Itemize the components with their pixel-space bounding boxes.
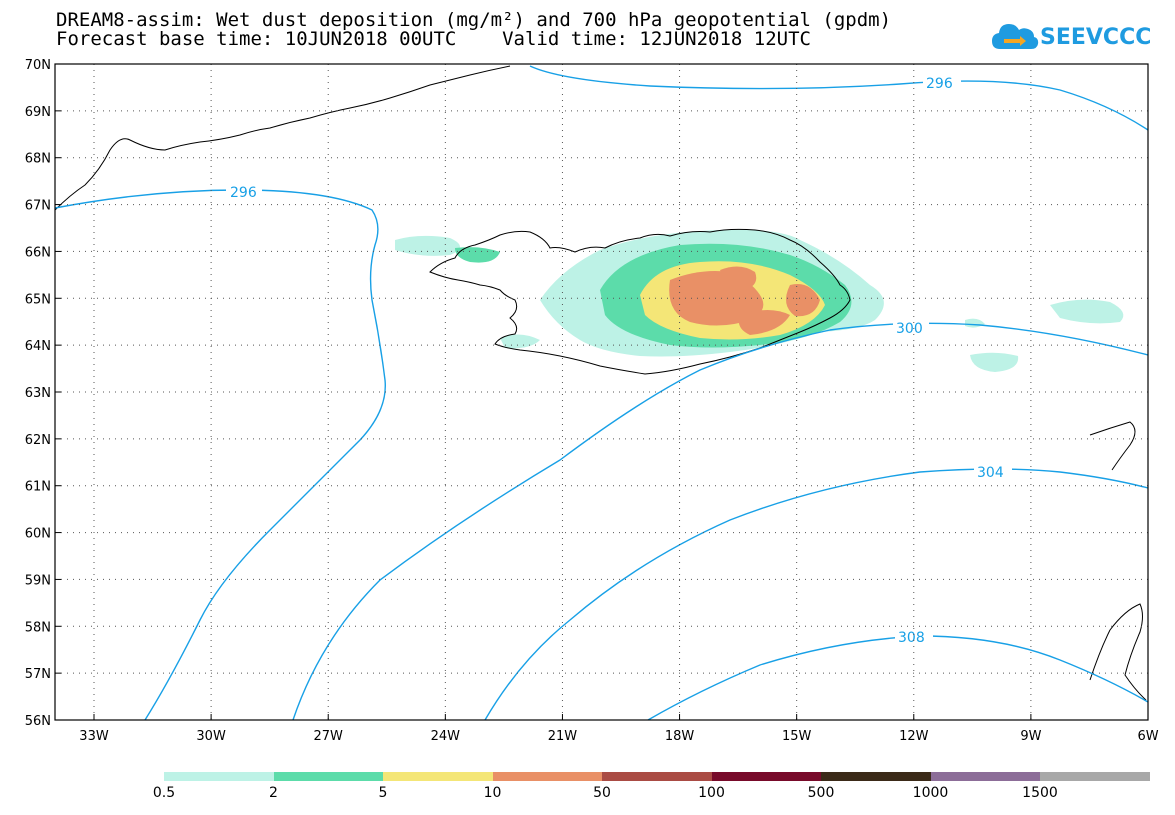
colorbar-swatch [711, 772, 821, 781]
colorbar-swatch [383, 772, 493, 781]
greenland-coastline [54, 65, 511, 211]
lon-label: 30W [196, 729, 226, 744]
contour-308 [647, 635, 1149, 721]
colorbar-label: 100 [698, 785, 725, 801]
colorbar-swatch [930, 772, 1040, 781]
colorbar-label: 10 [483, 785, 502, 801]
lat-label: 65N [25, 292, 51, 307]
lat-label: 61N [25, 480, 51, 495]
faroe-shetland-coastline [1089, 421, 1136, 471]
seevccc-logo: SEEVCCC [990, 17, 1151, 57]
map-subtitle: Forecast base time: 10JUN2018 00UTC Vali… [56, 28, 811, 50]
lon-label: 9W [1020, 729, 1041, 744]
colorbar-label: 1000 [912, 785, 949, 801]
map-title: DREAM8-assim: Wet dust deposition (mg/m²… [56, 9, 892, 31]
lon-label: 18W [665, 729, 695, 744]
colorbar-label: 1500 [1022, 785, 1058, 801]
lat-label: 67N [25, 199, 51, 214]
dust-deposition-shading [395, 229, 1124, 372]
contour-296-west [54, 189, 386, 721]
lat-label: 70N [25, 58, 51, 73]
lon-label: 15W [782, 729, 812, 744]
lat-label: 68N [25, 152, 51, 167]
lat-label: 69N [25, 105, 51, 120]
lat-label: 63N [25, 386, 51, 401]
contour-label-group: 296 296 300 304 308 [226, 74, 1012, 646]
longitude-axis: 33W 30W 27W 24W 21W 18W 15W 12W 9W 6W [79, 714, 1159, 744]
colorbar-label: 5 [378, 785, 388, 801]
lat-label: 66N [25, 245, 51, 260]
lat-label: 60N [25, 527, 51, 542]
iceland-coastline [429, 228, 851, 375]
gridlines [55, 64, 1148, 720]
lat-label: 58N [25, 620, 51, 635]
contour-label: 296 [230, 185, 257, 201]
colorbar-label: 2 [269, 785, 278, 801]
contour-label: 300 [896, 321, 923, 337]
geopotential-contours [54, 65, 1149, 721]
lat-label: 62N [25, 433, 51, 448]
lat-label: 57N [25, 667, 51, 682]
colorbar-label: 50 [593, 785, 611, 801]
logo-text: SEEVCCC [1040, 25, 1152, 50]
contour-label: 308 [898, 630, 925, 646]
lon-label: 33W [79, 729, 109, 744]
cloud-arrow-icon [992, 24, 1039, 49]
lat-label: 59N [25, 573, 51, 588]
colorbar-swatch [1040, 772, 1150, 781]
latitude-axis: 70N 69N 68N 67N 66N 65N 64N 63N 62N 61N 60N 59N 58N 5… [25, 58, 61, 729]
colorbar-swatch [821, 772, 931, 781]
lon-label: 6W [1137, 729, 1158, 744]
lat-label: 56N [25, 714, 51, 729]
colorbar-swatch [273, 772, 383, 781]
colorbar-label: 0.5 [152, 785, 176, 801]
lon-label: 12W [899, 729, 929, 744]
lon-label: 21W [548, 729, 578, 744]
contour-300 [292, 322, 1149, 721]
contour-label: 296 [926, 76, 953, 92]
lat-label: 64N [25, 339, 51, 354]
colorbar-swatch [164, 772, 274, 781]
colorbar-swatch [492, 772, 602, 781]
colorbar-swatch [602, 772, 712, 781]
contour-label: 304 [977, 465, 1004, 481]
scotland-coastline [1089, 603, 1147, 701]
contour-296-north [529, 65, 1149, 131]
lon-label: 27W [314, 729, 344, 744]
coastlines [54, 65, 1147, 701]
colorbar-label: 500 [807, 785, 835, 801]
lon-label: 24W [431, 729, 461, 744]
contour-304 [484, 468, 1149, 721]
